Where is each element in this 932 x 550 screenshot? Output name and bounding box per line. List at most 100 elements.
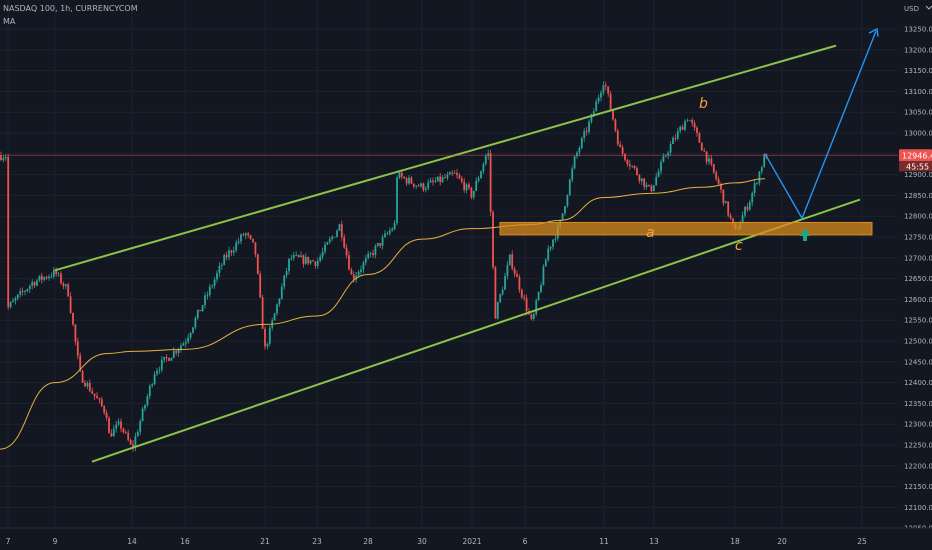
candle-body <box>14 298 17 301</box>
candle-body <box>141 408 144 422</box>
candle-body <box>424 188 427 191</box>
candle-body <box>624 153 626 160</box>
candle-body <box>72 312 74 325</box>
last-price-tag-bg[interactable] <box>899 149 932 162</box>
candle-body <box>223 255 226 266</box>
candle-body <box>436 176 439 182</box>
candle-body <box>175 350 178 353</box>
wave-label-b[interactable]: b <box>699 96 708 112</box>
candle-body <box>283 275 286 287</box>
price-tick: 13000.0 <box>904 130 932 138</box>
price-tick: 12150.0 <box>904 483 932 491</box>
candle-body <box>640 178 643 182</box>
candle-body <box>679 126 682 132</box>
candle-body <box>151 384 154 386</box>
candle-body <box>98 398 101 400</box>
symbol-title[interactable]: NASDAQ 100, 1h, CURRENCYCOM <box>3 4 138 13</box>
buy-arrow-icon[interactable] <box>800 228 810 241</box>
candle-body <box>117 421 120 425</box>
candle-body <box>444 177 446 179</box>
candle-body <box>48 276 50 279</box>
channel-lower-line[interactable] <box>91 198 861 463</box>
time-tick: 11 <box>599 537 609 546</box>
projection-path[interactable] <box>764 30 877 220</box>
candle-body <box>573 156 576 169</box>
candle-body <box>703 150 706 152</box>
candle-body <box>756 183 758 184</box>
candle-body <box>122 428 125 433</box>
candle-body <box>672 138 674 145</box>
candle-body <box>273 313 276 321</box>
candle-body <box>729 215 732 219</box>
candle-body <box>448 172 451 175</box>
price-tick: 12650.0 <box>904 275 932 283</box>
channel-upper-line[interactable] <box>54 44 837 272</box>
candle-body <box>691 120 694 124</box>
candle-body <box>74 324 77 342</box>
candle-body <box>393 223 396 230</box>
candle-body <box>523 297 526 299</box>
candle-body <box>379 242 382 246</box>
candle-body <box>645 184 648 187</box>
candle-body <box>43 277 46 280</box>
candle-body <box>696 127 698 134</box>
last-price-tag: 12946.4 <box>902 151 932 160</box>
candle-body <box>612 109 614 120</box>
candle-body <box>547 248 550 260</box>
candle-body <box>674 138 677 139</box>
candle-body <box>367 253 370 259</box>
candle-body <box>456 172 458 176</box>
candle-body <box>285 271 288 276</box>
drawings-layer[interactable]: a b c <box>54 27 879 463</box>
candle-body <box>112 428 115 437</box>
time-tick: 20 <box>777 537 787 546</box>
candle-body <box>326 242 329 245</box>
wave-label-a[interactable]: a <box>646 225 655 241</box>
candle-body <box>192 327 194 333</box>
candle-body <box>568 179 571 196</box>
candle-body <box>345 247 348 256</box>
wave-label-c[interactable]: c <box>735 238 743 254</box>
candle-body <box>86 383 89 387</box>
candle-body <box>340 224 343 238</box>
candle-body <box>472 190 475 198</box>
candle-body <box>232 250 235 253</box>
currency-dropdown-icon[interactable] <box>925 5 932 10</box>
candle-body <box>31 282 34 286</box>
chart-legend: NASDAQ 100, 1h, CURRENCYCOM MA <box>3 4 138 26</box>
indicator-ma-label[interactable]: MA <box>3 17 16 26</box>
price-tick: 12550.0 <box>904 317 932 325</box>
candle-body <box>571 168 574 180</box>
candle-body <box>746 206 749 210</box>
candle-body <box>532 314 535 319</box>
price-tick: 12300.0 <box>904 421 932 429</box>
candle-body <box>280 286 283 299</box>
candle-body <box>288 258 290 272</box>
price-axis[interactable]: USD 13250.0 13200.0 13150.0 13100.0 13050.0 13… <box>898 0 932 550</box>
candle-body <box>216 272 218 280</box>
support-zone[interactable] <box>499 221 873 236</box>
candle-body <box>196 309 199 319</box>
candle-body <box>307 256 310 264</box>
candle-body <box>194 318 197 328</box>
candle-body <box>758 171 761 184</box>
candle-body <box>693 123 696 128</box>
candle-body <box>760 167 763 172</box>
time-tick: 14 <box>127 537 137 546</box>
candle-body <box>12 300 14 303</box>
candle-body <box>722 189 725 204</box>
candle-body <box>688 120 691 121</box>
candle-body <box>741 215 744 224</box>
candle-body <box>96 396 98 399</box>
time-axis[interactable]: 7 9 14 16 21 23 28 30 2021 6 11 13 18 20 25 <box>0 527 932 550</box>
price-tick: 12850.0 <box>904 192 932 200</box>
candle-body <box>100 399 103 407</box>
candle-body <box>508 254 511 265</box>
candle-body <box>259 273 262 298</box>
candle-body <box>134 436 137 448</box>
candle-body <box>540 285 542 293</box>
candle-body <box>595 101 598 112</box>
candle-body <box>319 256 322 261</box>
candle-body <box>609 93 612 110</box>
